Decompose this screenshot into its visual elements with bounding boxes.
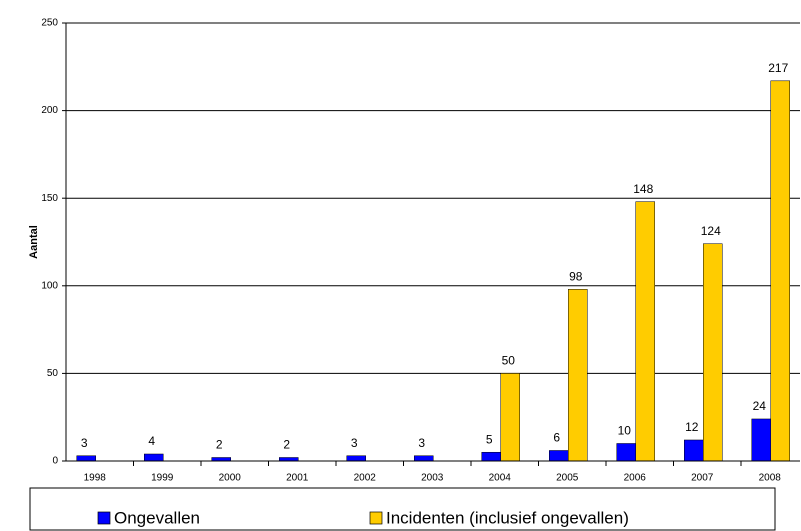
value-label: 3 — [351, 436, 358, 450]
x-tick-label: 2007 — [691, 473, 714, 484]
x-tick-label: 2001 — [286, 473, 309, 484]
bar — [568, 289, 588, 462]
bar — [76, 455, 96, 462]
bar — [703, 243, 723, 462]
value-label: 6 — [553, 431, 560, 445]
legend-swatch — [97, 511, 111, 525]
value-label: 217 — [768, 61, 788, 75]
value-label: 3 — [81, 436, 88, 450]
x-tick-label: 1999 — [151, 473, 174, 484]
value-label: 124 — [701, 224, 721, 238]
value-label: 98 — [569, 269, 583, 283]
bar — [481, 451, 501, 462]
bar — [211, 457, 231, 462]
bar — [346, 455, 366, 462]
y-tick-label: 0 — [52, 456, 58, 467]
value-label: 2 — [216, 438, 223, 452]
value-label: 3 — [418, 436, 425, 450]
value-label: 50 — [502, 354, 516, 368]
y-tick-label: 200 — [41, 105, 58, 116]
y-tick-label: 50 — [47, 368, 59, 379]
bar — [549, 450, 569, 462]
x-tick-label: 2002 — [354, 473, 377, 484]
y-tick-label: 100 — [41, 280, 58, 291]
value-label: 148 — [633, 182, 653, 196]
x-tick-label: 1998 — [84, 473, 107, 484]
y-tick-label: 150 — [41, 193, 58, 204]
legend-label: Incidenten (inclusief ongevallen) — [386, 508, 629, 527]
bar — [635, 201, 655, 462]
x-tick-label: 2008 — [759, 473, 782, 484]
x-tick-label: 2006 — [624, 473, 647, 484]
x-tick-label: 2000 — [219, 473, 242, 484]
value-label: 12 — [685, 420, 699, 434]
bar — [279, 457, 299, 462]
bar — [751, 418, 771, 462]
value-label: 4 — [148, 434, 155, 448]
bar — [616, 443, 636, 462]
bar — [144, 453, 164, 462]
x-tick-label: 2003 — [421, 473, 444, 484]
bar — [684, 439, 704, 462]
value-label: 24 — [753, 399, 767, 413]
value-label: 10 — [618, 424, 632, 438]
value-label: 2 — [283, 438, 290, 452]
x-tick-label: 2005 — [556, 473, 579, 484]
legend-label: Ongevallen — [114, 508, 200, 527]
x-tick-label: 2004 — [489, 473, 512, 484]
y-axis-label: Aantal — [28, 225, 40, 259]
bar — [500, 373, 520, 462]
value-label: 5 — [486, 432, 493, 446]
bar — [770, 80, 790, 462]
legend-box — [29, 487, 776, 531]
legend-swatch — [369, 511, 383, 525]
bar — [414, 455, 434, 462]
y-tick-label: 250 — [41, 18, 58, 29]
